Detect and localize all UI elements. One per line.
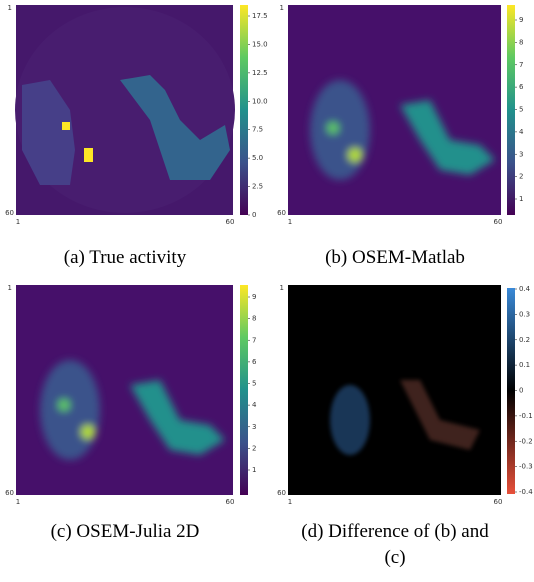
caption: (d) Difference of (b) and (c): [301, 521, 489, 568]
y-axis-label: 60: [277, 209, 286, 217]
colorbar-tick-label: 3: [519, 150, 523, 158]
colorbar-tick-label: 6: [519, 83, 524, 91]
colorbar-tick-label: 0: [252, 211, 256, 219]
colorbar-tick-label: 0.1: [519, 361, 530, 369]
colorbar-tick-label: 7.5: [252, 126, 263, 134]
colorbar-tick-label: 5.0: [252, 154, 263, 162]
caption: (b) OSEM-Matlab: [325, 247, 465, 268]
colorbar-tick-label: 9: [519, 16, 523, 24]
colorbar-tick-label: 8: [252, 315, 256, 323]
caption: (a) True activity: [64, 247, 187, 268]
image-a: [15, 5, 248, 215]
colorbar-tick-label: 3: [252, 423, 256, 431]
colorbar-tick-label: 4: [519, 128, 524, 136]
colorbar-tick-label: -0.4: [519, 488, 533, 496]
colorbar-tick-label: 0: [519, 387, 523, 395]
image-d: [288, 285, 515, 495]
x-axis-label: 1: [16, 498, 20, 506]
x-axis-label: 1: [16, 218, 20, 226]
colorbar-tick-label: 6: [252, 358, 257, 366]
x-axis-label: 60: [494, 498, 503, 506]
colorbar-tick-label: 0.4: [519, 285, 531, 293]
y-axis-label: 60: [277, 489, 286, 497]
colorbar-tick-label: 9: [252, 293, 256, 301]
colorbar-tick-label: 2: [519, 173, 523, 181]
colorbar-tick-label: 7: [252, 336, 256, 344]
colorbar-tick-label: 10.0: [252, 97, 268, 105]
colorbar-tick-label: 8: [519, 38, 523, 46]
x-axis-label: 60: [226, 498, 235, 506]
colorbar-tick-label: 12.5: [252, 69, 268, 77]
y-axis-label: 1: [280, 284, 284, 292]
x-axis-label: 60: [494, 218, 503, 226]
y-axis-label: 1: [8, 284, 12, 292]
colorbar-tick-label: 2.5: [252, 183, 263, 191]
colorbar-tick-label: 5: [519, 106, 523, 114]
colorbar-tick-label: 7: [519, 61, 523, 69]
y-axis-label: 60: [5, 209, 14, 217]
y-axis-label: 60: [5, 489, 14, 497]
colorbar-tick-label: -0.3: [519, 463, 533, 471]
colorbar-tick-label: 1: [519, 195, 523, 203]
colorbar-tick-label: 15.0: [252, 40, 268, 48]
colorbar-tick-label: 4: [252, 401, 257, 409]
image-c: [16, 285, 248, 495]
y-axis-label: 1: [280, 4, 284, 12]
colorbar-tick-label: -0.1: [519, 412, 533, 420]
caption: (c) OSEM-Julia 2D: [51, 521, 200, 542]
colorbar-tick-label: 2: [252, 444, 256, 452]
colorbar-tick-label: 5: [252, 380, 256, 388]
y-axis-label: 1: [8, 4, 12, 12]
colorbar-tick-label: 0.3: [519, 310, 530, 318]
colorbar-tick-label: 0.2: [519, 336, 530, 344]
x-axis-label: 1: [288, 218, 292, 226]
colorbar-tick-label: 17.5: [252, 12, 268, 20]
x-axis-label: 60: [226, 218, 235, 226]
x-axis-label: 1: [288, 498, 292, 506]
image-b: [288, 5, 515, 215]
colorbar-tick-label: 1: [252, 466, 256, 474]
colorbar-tick-label: -0.2: [519, 437, 533, 445]
